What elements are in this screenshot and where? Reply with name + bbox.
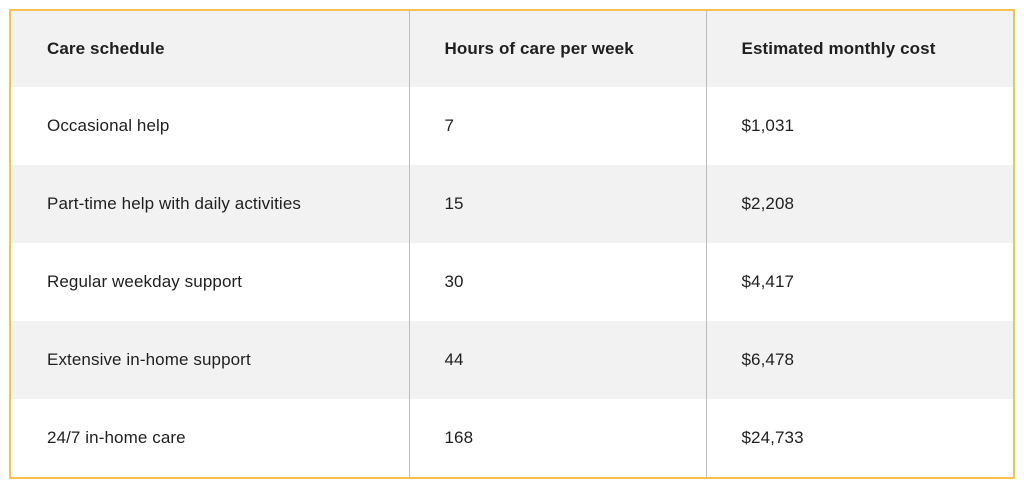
cell-hours-per-week: 30 [408, 243, 706, 321]
cell-monthly-cost: $1,031 [705, 87, 1013, 165]
cell-hours-per-week: 44 [408, 321, 706, 399]
cell-care-schedule: Part-time help with daily activities [47, 194, 301, 213]
table-row: Part-time help with daily activities 15 … [11, 165, 1013, 243]
cell-monthly-cost: $2,208 [705, 165, 1013, 243]
header-hours-per-week: Hours of care per week [408, 11, 706, 87]
cell-care-schedule: Extensive in-home support [47, 350, 251, 369]
cell-care-schedule: Occasional help [47, 116, 170, 135]
cell-care-schedule: Regular weekday support [47, 272, 243, 291]
cell-hours-per-week: 168 [408, 399, 706, 477]
care-cost-table: Care schedule Hours of care per week Est… [11, 11, 1013, 477]
cell-hours-per-week: 7 [408, 87, 706, 165]
cell-monthly-cost: $4,417 [705, 243, 1013, 321]
header-monthly-cost: Estimated monthly cost [705, 11, 1013, 87]
table-row: Extensive in-home support 44 $6,478 [11, 321, 1013, 399]
table-header-row: Care schedule Hours of care per week Est… [11, 11, 1013, 87]
cell-care-schedule: 24/7 in-home care [47, 428, 186, 447]
cell-monthly-cost: $24,733 [705, 399, 1013, 477]
table-row: 24/7 in-home care 168 $24,733 [11, 399, 1013, 477]
cell-hours-per-week: 15 [408, 165, 706, 243]
table-row: Regular weekday support 30 $4,417 [11, 243, 1013, 321]
table-row: Occasional help 7 $1,031 [11, 87, 1013, 165]
cell-monthly-cost: $6,478 [705, 321, 1013, 399]
care-cost-table-frame: Care schedule Hours of care per week Est… [9, 9, 1015, 479]
header-care-schedule: Care schedule [47, 39, 165, 58]
